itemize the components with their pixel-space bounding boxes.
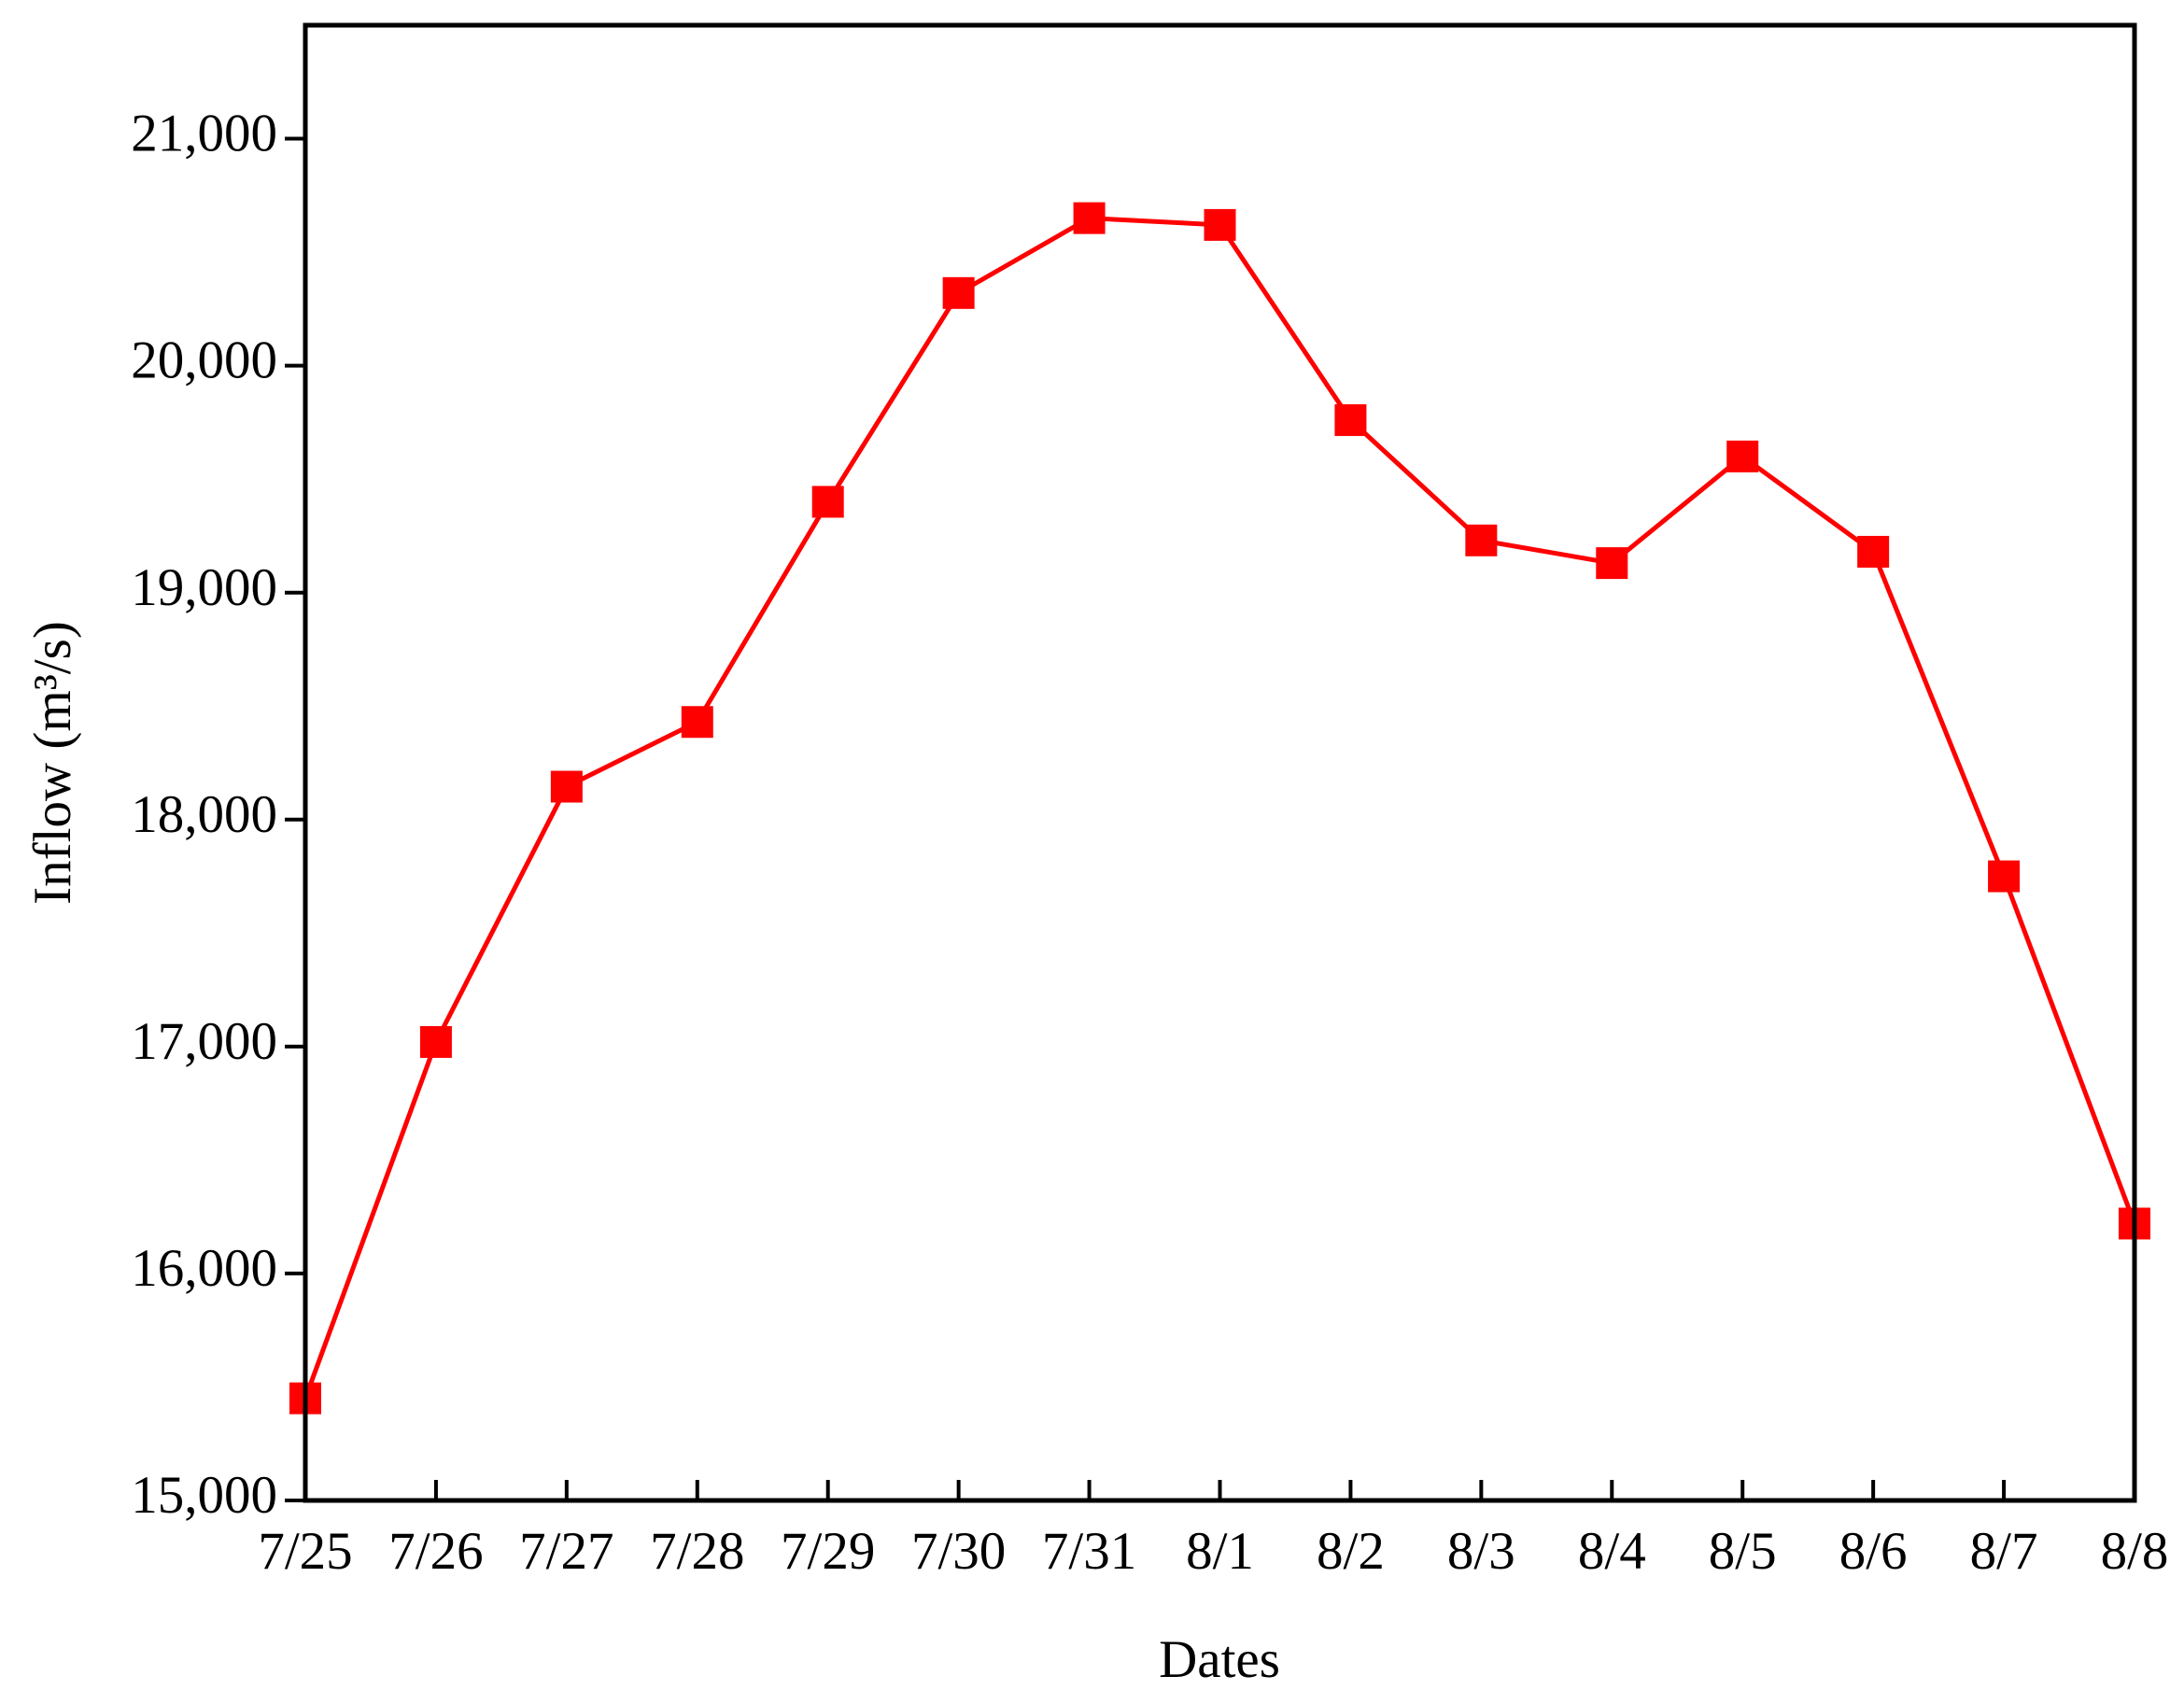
x-tick-label: 7/31 xyxy=(1042,1522,1136,1581)
x-axis-label: Dates xyxy=(1159,1630,1280,1689)
data-line xyxy=(303,216,2137,1400)
data-marker xyxy=(550,770,583,803)
y-tick-label: 20,000 xyxy=(131,331,277,390)
y-tick-label: 18,000 xyxy=(131,785,277,844)
x-tick-label: 8/3 xyxy=(1447,1522,1515,1581)
data-marker xyxy=(1204,208,1236,241)
y-tick-label: 16,000 xyxy=(131,1239,277,1298)
y-tick-label: 21,000 xyxy=(131,105,277,163)
data-marker xyxy=(1465,524,1498,556)
x-tick-label: 7/28 xyxy=(650,1522,744,1581)
data-marker xyxy=(942,276,975,309)
x-tick-label: 8/5 xyxy=(1709,1522,1777,1581)
y-axis-label: Inflow (m³/s) xyxy=(23,621,82,905)
data-marker xyxy=(1073,202,1106,234)
x-tick-label: 8/4 xyxy=(1578,1522,1646,1581)
x-tick-label: 8/8 xyxy=(2101,1522,2169,1581)
data-marker xyxy=(419,1025,452,1058)
data-marker xyxy=(1726,440,1759,472)
x-tick-label: 7/26 xyxy=(388,1522,483,1581)
y-tick-label: 17,000 xyxy=(131,1012,277,1071)
data-marker xyxy=(1988,860,2021,893)
data-marker xyxy=(1857,535,1890,568)
x-tick-label: 8/2 xyxy=(1317,1522,1385,1581)
plot-frame xyxy=(303,22,2137,1503)
y-tick-label: 19,000 xyxy=(131,558,277,617)
x-tick-label: 7/30 xyxy=(911,1522,1006,1581)
x-tick-label: 8/6 xyxy=(1839,1522,1908,1581)
data-marker xyxy=(1596,547,1628,580)
x-tick-label: 8/1 xyxy=(1186,1522,1254,1581)
data-marker xyxy=(811,486,844,518)
data-marker xyxy=(1334,403,1367,436)
data-marker xyxy=(681,706,713,739)
y-tick-label: 15,000 xyxy=(131,1466,277,1525)
x-tick-label: 8/7 xyxy=(1970,1522,2038,1581)
x-tick-label: 7/29 xyxy=(781,1522,875,1581)
x-tick-label: 7/25 xyxy=(258,1522,352,1581)
x-tick-label: 7/27 xyxy=(519,1522,613,1581)
